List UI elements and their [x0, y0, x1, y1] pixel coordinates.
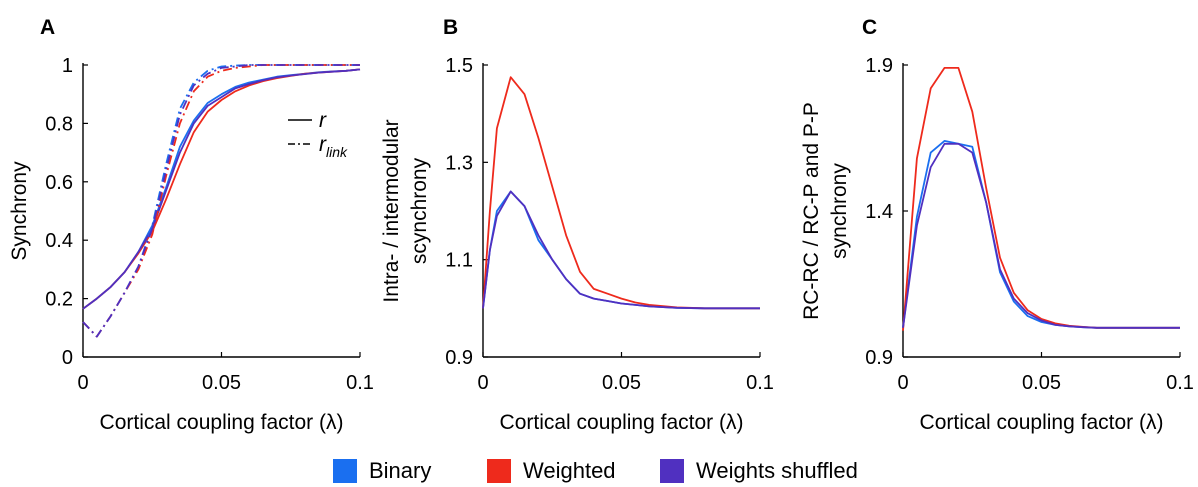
series-line-weights-shuffled-r-link-a — [82, 64, 360, 338]
line-style-subscript: link — [326, 144, 348, 160]
y-axis-label-c-line2: synchrony — [828, 163, 851, 259]
legend: Binary Weighted Weights shuffled — [0, 452, 1198, 487]
legend-label-binary: Binary — [369, 458, 432, 483]
y-tick-label: 0.9 — [865, 347, 893, 369]
y-tick-label: 1.5 — [445, 55, 473, 77]
legend-item-binary: Binary — [333, 458, 431, 484]
line-style-label-dashdot: rlink — [319, 133, 348, 160]
x-tick-label: 0.05 — [1022, 372, 1061, 394]
y-tick-label: 0.2 — [45, 289, 73, 311]
legend-item-weights-shuffled: Weights shuffled — [660, 458, 858, 484]
y-tick-label: 0.4 — [45, 230, 73, 252]
y-tick-label: 0.6 — [45, 172, 73, 194]
x-tick-label: 0.1 — [1166, 372, 1194, 394]
series-line-weighted-c — [902, 67, 1180, 331]
x-axis-label-c: Cortical coupling factor (λ) — [920, 411, 1164, 434]
y-axis-label-a: Synchrony — [8, 161, 31, 261]
y-tick-label: 1 — [62, 55, 73, 77]
x-tick-label: 0.1 — [346, 372, 374, 394]
y-tick-label: 0.8 — [45, 113, 73, 135]
panel-label-a: A — [40, 16, 55, 39]
y-tick-label: 1.1 — [445, 250, 473, 272]
y-tick-label: 1.3 — [445, 152, 473, 174]
legend-item-weighted: Weighted — [487, 458, 616, 484]
x-tick-label: 0.05 — [202, 372, 241, 394]
series-line-weighted-r-link-a — [82, 64, 360, 338]
legend-swatch-binary — [333, 459, 357, 483]
y-axis-label-c-line1: RC-RC / RC-P and P-P — [800, 102, 823, 320]
x-tick-label: 0 — [897, 372, 908, 394]
series-line-weights-shuffled-c — [902, 142, 1180, 329]
series-line-binary-r-link-a — [82, 64, 360, 338]
legend-swatch-weighted — [487, 459, 511, 483]
y-tick-label: 1.4 — [865, 201, 893, 223]
series-line-weights-shuffled-b — [482, 190, 760, 310]
x-tick-label: 0 — [77, 372, 88, 394]
panel-label-b: B — [443, 16, 458, 39]
series-line-weighted-b — [482, 76, 760, 310]
x-tick-label: 0.05 — [602, 372, 641, 394]
panel-label-c: C — [862, 16, 877, 39]
legend-label-weighted: Weighted — [523, 458, 616, 483]
y-tick-label: 0.9 — [445, 347, 473, 369]
x-axis-label-b: Cortical coupling factor (λ) — [500, 411, 744, 434]
x-tick-label: 0 — [477, 372, 488, 394]
series-line-weights-shuffled-r-a — [82, 68, 361, 310]
x-axis-label-a: Cortical coupling factor (λ) — [100, 411, 344, 434]
series-line-binary-c — [902, 139, 1180, 329]
series-line-binary-b — [482, 190, 760, 310]
y-axis-label-b-line1: Intra- / intermodular — [380, 119, 403, 302]
legend-swatch-weights-shuffled — [660, 459, 684, 483]
line-style-label-solid: r — [319, 109, 327, 132]
x-tick-label: 0.1 — [746, 372, 774, 394]
y-axis-label-b-line2: scynchrony — [408, 157, 431, 264]
legend-label-weights-shuffled: Weights shuffled — [696, 458, 858, 483]
y-tick-label: 1.9 — [865, 55, 893, 77]
y-tick-label: 0 — [62, 347, 73, 369]
